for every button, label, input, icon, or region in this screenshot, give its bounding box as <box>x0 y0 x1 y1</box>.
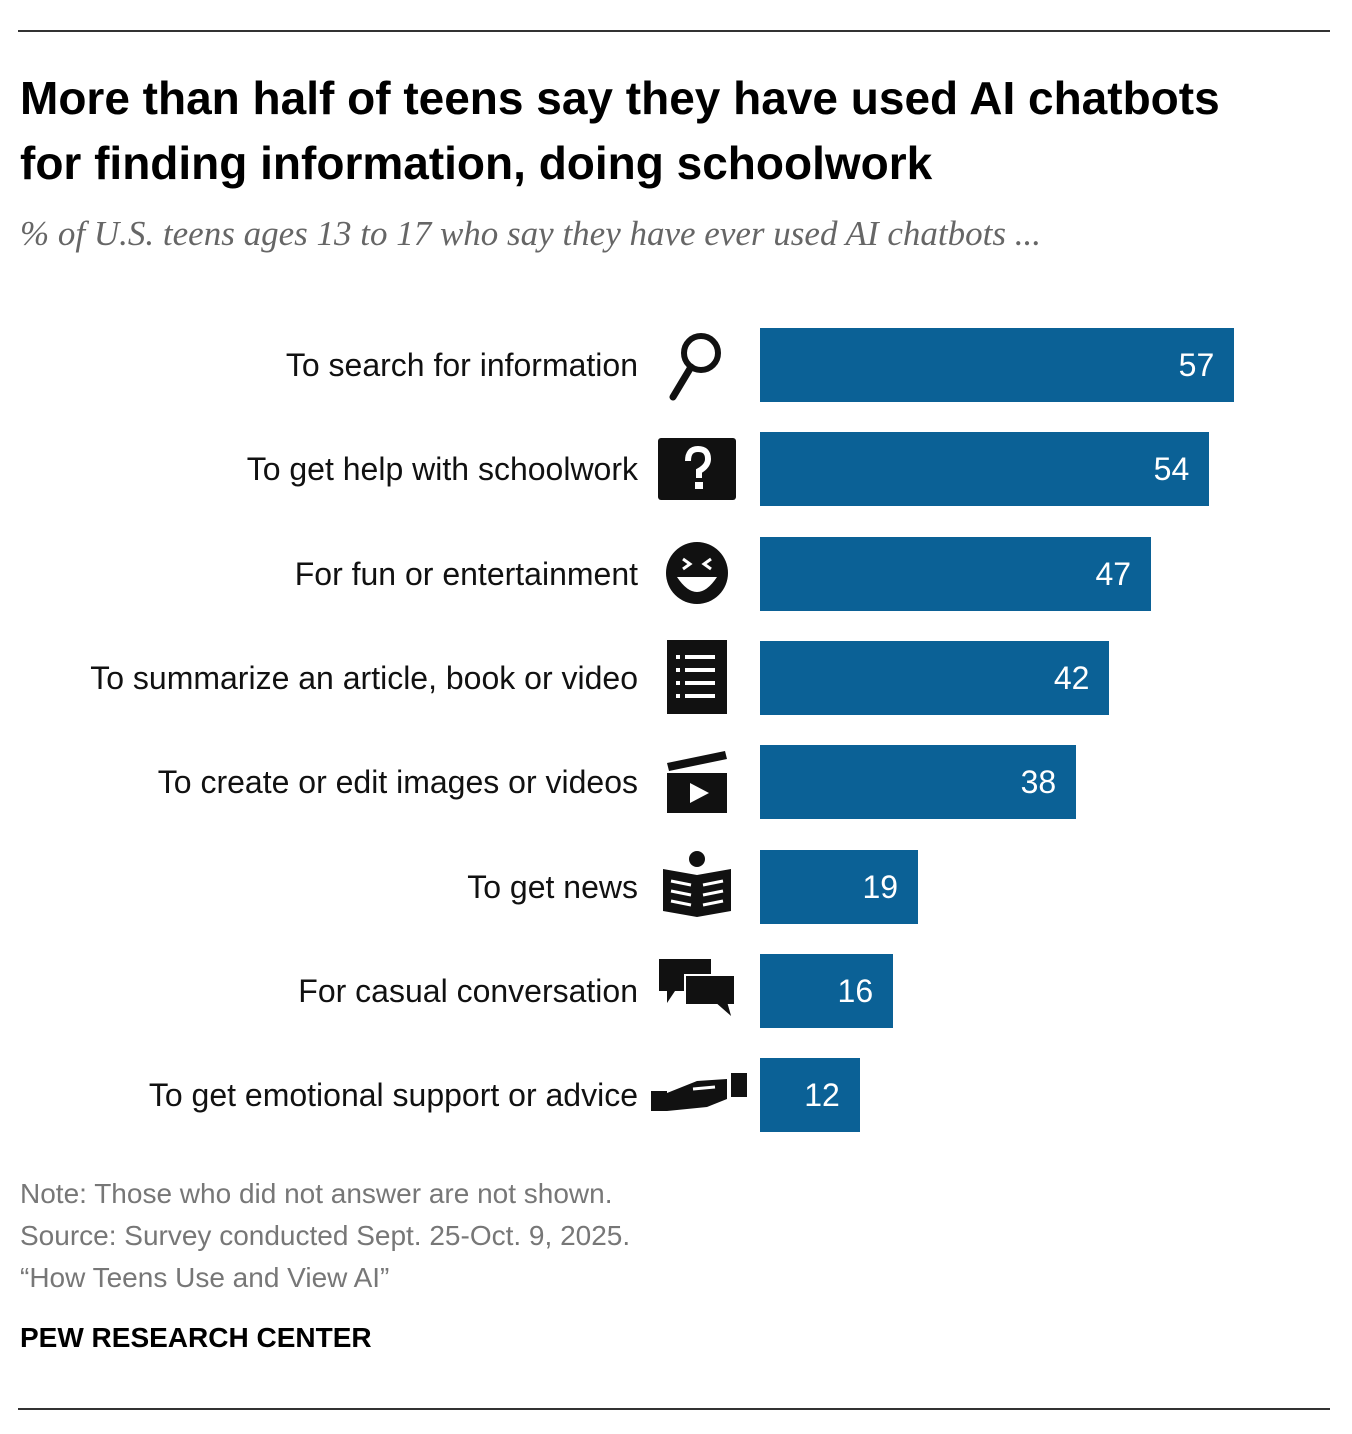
bar <box>760 1058 860 1133</box>
top-rule <box>18 30 1330 32</box>
question-icon <box>658 438 736 500</box>
bar <box>760 328 1235 402</box>
news-icon <box>663 851 731 917</box>
smiley-icon <box>666 542 728 604</box>
handshake-icon <box>651 1073 747 1111</box>
search-icon <box>669 333 721 401</box>
category-label: To summarize an article, book or video <box>90 659 638 696</box>
bottom-rule <box>18 1408 1330 1410</box>
value-label: 19 <box>862 868 899 905</box>
clapper-icon <box>667 751 727 813</box>
bar <box>760 849 919 924</box>
category-label: For fun or entertainment <box>294 555 638 592</box>
source: Source: Survey conducted Sept. 25-Oct. 9… <box>20 1220 631 1251</box>
icons <box>651 333 747 1111</box>
category-label: To search for information <box>285 347 638 383</box>
chat-icon <box>659 959 736 1022</box>
category-label: For casual conversation <box>298 972 638 1009</box>
category-label: To get news <box>467 868 638 905</box>
bar <box>760 536 1152 611</box>
list-icon <box>667 640 727 714</box>
category-label: To get emotional support or advice <box>148 1077 638 1114</box>
value-label: 16 <box>837 972 874 1009</box>
bar <box>760 745 1077 820</box>
note: Note: Those who did not answer are not s… <box>20 1178 613 1209</box>
value-label: 42 <box>1053 659 1090 696</box>
report-title: “How Teens Use and View AI” <box>20 1262 390 1293</box>
bar <box>760 953 894 1028</box>
value-label: 38 <box>1020 764 1057 801</box>
value-label: 47 <box>1095 555 1132 592</box>
credit: PEW RESEARCH CENTER <box>20 1322 372 1353</box>
value-label: 12 <box>804 1077 840 1114</box>
bar <box>760 432 1210 507</box>
chart-title: More than half of teens say they have us… <box>20 72 1220 189</box>
chart-subtitle: % of U.S. teens ages 13 to 17 who say th… <box>20 214 1041 253</box>
category-label: To get help with schoolwork <box>246 451 638 488</box>
value-label: 54 <box>1153 451 1190 488</box>
category-label: To create or edit images or videos <box>157 764 638 801</box>
bar <box>760 640 1110 715</box>
value-label: 57 <box>1178 347 1215 383</box>
